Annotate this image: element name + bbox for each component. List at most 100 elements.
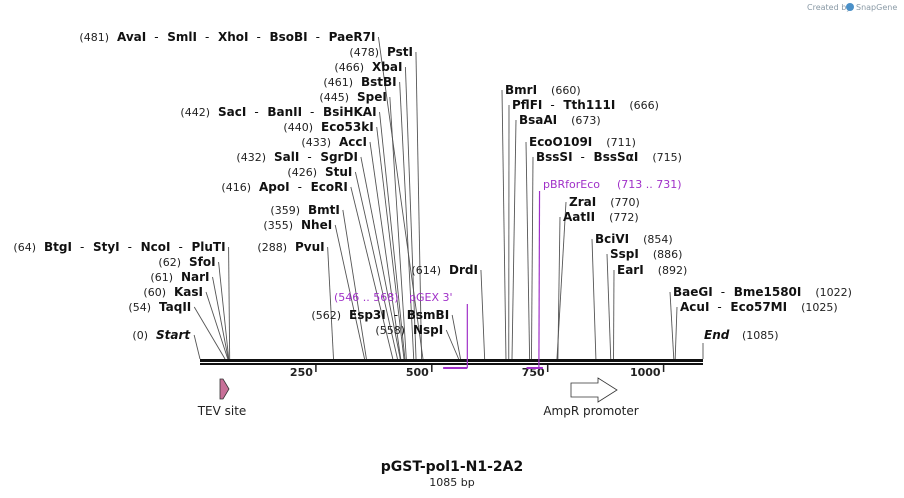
site-position-pflfi: (666) bbox=[629, 99, 659, 112]
snapgene-brand: Created by SnapGene bbox=[807, 3, 897, 12]
enzyme-bcivi: BciVI bbox=[595, 232, 629, 246]
cut-line-bcivi bbox=[591, 238, 597, 360]
site-position-baegi: (1022) bbox=[815, 286, 852, 299]
enzyme-acci: AccI bbox=[339, 135, 367, 149]
enzyme-separator: - bbox=[307, 150, 311, 164]
cut-line-esp3i bbox=[451, 314, 461, 360]
site-label-ecoo109i: EcoO109I (711) bbox=[529, 135, 636, 149]
top-strand bbox=[200, 359, 703, 362]
site-position-aatii: (772) bbox=[609, 211, 639, 224]
site-label-pvui: (288) PvuI bbox=[257, 240, 324, 254]
enzyme-aatii: AatII bbox=[563, 210, 595, 224]
plasmid-name: pGST-pol1-N1-2A2 bbox=[381, 459, 523, 475]
site-label-bstbi: (461) BstBI bbox=[323, 75, 396, 89]
site-label-acci: (433) AccI bbox=[301, 135, 367, 149]
site-position-drdi: (614) bbox=[411, 264, 441, 277]
cut-line-sfoi bbox=[218, 261, 230, 360]
enzyme-bstbi: BstBI bbox=[361, 75, 397, 89]
enzyme-apoi: ApoI bbox=[259, 180, 290, 194]
cut-line-psti bbox=[415, 51, 423, 360]
primer-pbrforeco: pBRforEco (713 .. 731) bbox=[526, 178, 682, 369]
site-position-ecoo109i: (711) bbox=[606, 136, 636, 149]
site-label-bsssi: BssSI - BssSαI (715) bbox=[536, 150, 682, 164]
enzyme-separator: - bbox=[257, 30, 261, 44]
site-position-esp3i: (562) bbox=[311, 309, 341, 322]
enzyme-xbai: XbaI bbox=[372, 60, 402, 74]
cut-site-leader-lines bbox=[193, 36, 704, 360]
site-label-taqii: (54) TaqII bbox=[128, 300, 191, 314]
cut-line-sspi bbox=[606, 253, 612, 360]
feature-arrow-ampr-promoter bbox=[570, 377, 618, 403]
snapgene-logo-icon bbox=[846, 3, 854, 11]
site-label-btgi: (64) BtgI - StyI - NcoI - PluTI bbox=[13, 240, 225, 254]
cut-line-ecoo109i bbox=[525, 141, 531, 360]
site-label-bmti: (359) BmtI bbox=[270, 203, 339, 217]
enzyme-ecoo109i: EcoO109I bbox=[529, 135, 592, 149]
enzyme-acui: AcuI bbox=[680, 300, 709, 314]
site-label-spei: (445) SpeI bbox=[319, 90, 386, 104]
primers: (546 .. 568) pGEX 3' pBRforEco (713 .. 731) bbox=[334, 178, 682, 369]
feature-label-ampr-promoter: AmpR promoter bbox=[543, 404, 638, 418]
enzyme-bme1580i: Bme1580I bbox=[734, 285, 802, 299]
site-position-apoi: (416) bbox=[221, 181, 251, 194]
site-label-saci: (442) SacI - BanII - BsiHKAI bbox=[180, 105, 376, 119]
enzyme-separator: - bbox=[717, 300, 721, 314]
enzyme-bmri: BmrI bbox=[505, 83, 537, 97]
enzyme-banii: BanII bbox=[267, 105, 302, 119]
enzyme-pflfi: PflFI bbox=[512, 98, 542, 112]
enzyme-sali: SalI bbox=[274, 150, 299, 164]
site-position-nspi: (558) bbox=[375, 324, 405, 337]
cut-line-drdi bbox=[480, 269, 486, 360]
enzyme-separator: - bbox=[581, 150, 585, 164]
site-label-nspi: (558) NspI bbox=[375, 323, 443, 337]
site-position-psti: (478) bbox=[349, 46, 379, 59]
enzyme-separator: - bbox=[298, 180, 302, 194]
enzyme-paer7i: PaeR7I bbox=[329, 30, 376, 44]
enzyme-eco57mi: Eco57MI bbox=[730, 300, 787, 314]
site-position-kasi: (60) bbox=[143, 286, 166, 299]
end-label-end: End (1085) bbox=[704, 328, 779, 342]
enzyme-spei: SpeI bbox=[357, 90, 387, 104]
enzyme-separator: - bbox=[550, 98, 554, 112]
site-position-nari: (61) bbox=[150, 271, 173, 284]
site-label-aatii: AatII (772) bbox=[563, 210, 639, 224]
enzyme-separator: - bbox=[316, 30, 320, 44]
brand-name: SnapGene bbox=[856, 3, 897, 12]
cut-line-eco53ki bbox=[376, 126, 405, 360]
enzyme-stui: StuI bbox=[325, 165, 352, 179]
cut-line-stui bbox=[354, 171, 398, 360]
feature-tev-site: TEV site bbox=[197, 378, 246, 418]
primer-pgex-3: (546 .. 568) pGEX 3' bbox=[334, 291, 468, 369]
site-position-spei: (445) bbox=[319, 91, 349, 104]
site-position-sfoi: (62) bbox=[158, 256, 181, 269]
enzyme-separator: - bbox=[254, 105, 258, 119]
enzyme-nspi: NspI bbox=[413, 323, 443, 337]
enzyme-nhei: NheI bbox=[301, 218, 332, 232]
primer-name-pgex-3: pGEX 3' bbox=[409, 291, 453, 304]
site-label-bmri: BmrI (660) bbox=[505, 83, 581, 97]
enzyme-labels: (481) AvaI - SmlI - XhoI - BsoBI - PaeR7I(478) Pst… bbox=[13, 30, 852, 342]
enzyme-bsss-i: BssSαI bbox=[594, 150, 639, 164]
site-position-bsssi: (715) bbox=[652, 151, 682, 164]
features: TEV site AmpR promoter bbox=[197, 377, 639, 418]
position-axis: 250 500 750 1000 bbox=[290, 365, 665, 379]
cut-line-saci bbox=[379, 111, 406, 360]
site-label-bsaai: BsaAI (673) bbox=[519, 113, 601, 127]
cut-line-spei bbox=[389, 96, 407, 360]
enzyme-bsmbi: BsmBI bbox=[407, 308, 449, 322]
cut-line-aatii bbox=[557, 216, 561, 360]
cut-line-avai bbox=[377, 36, 424, 360]
site-label-psti: (478) PstI bbox=[349, 45, 413, 59]
enzyme-separator: - bbox=[721, 285, 725, 299]
enzyme-sgrdi: SgrDI bbox=[320, 150, 358, 164]
cut-line-acui bbox=[674, 306, 678, 360]
enzyme-sspi: SspI bbox=[610, 247, 639, 261]
enzyme-separator: - bbox=[310, 105, 314, 119]
tick-label-1000: 1000 bbox=[630, 366, 661, 379]
site-label-nhei: (355) NheI bbox=[263, 218, 332, 232]
enzyme-separator: - bbox=[80, 240, 84, 254]
site-position-bstbi: (461) bbox=[323, 76, 353, 89]
enzyme-esp3i: Esp3I bbox=[349, 308, 386, 322]
enzyme-bsaai: BsaAI bbox=[519, 113, 557, 127]
